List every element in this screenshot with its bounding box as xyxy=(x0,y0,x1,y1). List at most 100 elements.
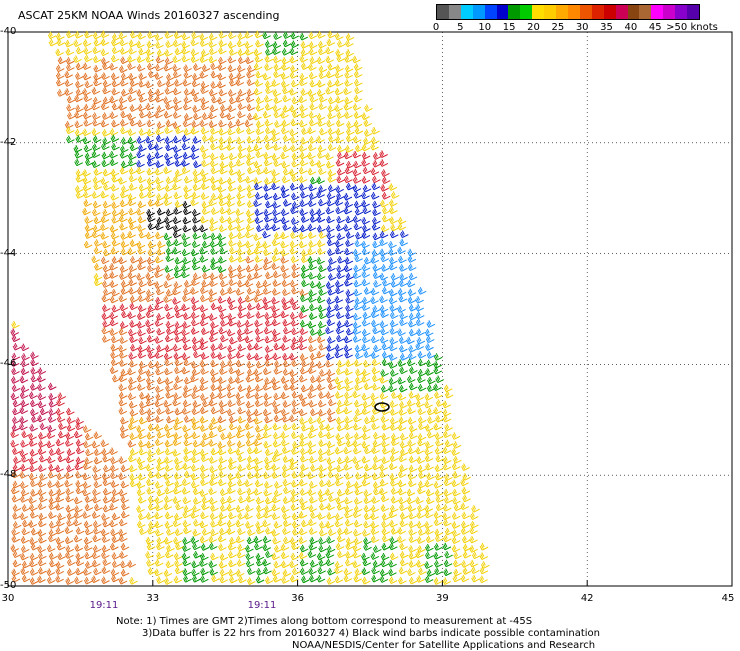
wind-barb xyxy=(263,399,273,407)
wind-barb xyxy=(172,63,181,72)
wind-barb xyxy=(336,271,345,279)
wind-barb xyxy=(227,479,237,488)
wind-barb xyxy=(417,528,427,536)
wind-barb xyxy=(290,255,300,263)
wind-barb xyxy=(316,383,326,391)
wind-barb xyxy=(325,86,334,95)
wind-barb xyxy=(119,47,129,55)
wind-barb xyxy=(118,31,128,40)
wind-barb xyxy=(262,430,272,439)
wind-barb xyxy=(217,56,227,65)
wind-barb xyxy=(281,56,291,65)
wind-barb xyxy=(271,208,281,217)
wind-barb xyxy=(262,72,272,81)
wind-barb xyxy=(102,240,111,249)
wind-barb xyxy=(271,471,281,479)
wind-barb xyxy=(155,296,164,305)
wind-barb xyxy=(227,550,237,559)
wind-barb xyxy=(156,457,166,465)
wind-barb xyxy=(327,273,337,281)
wind-barb xyxy=(102,86,111,95)
wind-barb xyxy=(325,206,335,215)
wind-barb xyxy=(181,366,190,375)
wind-barb xyxy=(217,478,227,487)
wind-barb xyxy=(156,49,166,57)
wind-barb xyxy=(326,502,335,511)
wind-barb xyxy=(353,505,363,513)
wind-barb xyxy=(65,432,75,440)
wind-barb xyxy=(56,472,66,481)
wind-barb xyxy=(380,254,390,263)
wind-barb xyxy=(299,319,309,328)
wind-barb xyxy=(110,480,120,488)
wind-barb xyxy=(173,512,183,521)
wind-barb xyxy=(308,312,318,320)
wind-barb xyxy=(280,126,290,135)
wind-barb xyxy=(64,88,73,96)
wind-barb xyxy=(280,376,290,384)
wind-barb xyxy=(291,336,301,345)
wind-barb xyxy=(407,255,417,263)
wind-barb xyxy=(397,470,407,479)
wind-barb xyxy=(246,536,256,545)
wind-barb xyxy=(255,511,265,520)
wind-barb xyxy=(155,127,164,136)
wind-barb xyxy=(11,320,20,329)
wind-barb xyxy=(74,120,83,129)
wind-barb xyxy=(200,327,210,336)
wind-barb xyxy=(317,247,326,255)
wind-barb xyxy=(118,272,128,280)
wind-barb xyxy=(254,30,264,39)
wind-barb xyxy=(209,328,219,336)
wind-barb xyxy=(209,504,219,512)
wind-barb xyxy=(262,262,272,271)
wind-barb xyxy=(371,182,381,191)
wind-barb xyxy=(442,512,451,521)
wind-barb xyxy=(101,472,111,481)
wind-barb xyxy=(227,457,237,465)
wind-barb xyxy=(352,446,362,455)
wind-barb xyxy=(174,358,183,367)
wind-barb xyxy=(199,337,208,345)
wind-barb xyxy=(352,215,362,223)
wind-barb xyxy=(29,464,38,473)
wind-barb xyxy=(381,542,391,551)
wind-barb xyxy=(307,256,317,264)
wind-barb xyxy=(218,455,227,464)
wind-barb xyxy=(263,184,272,192)
wind-barb xyxy=(308,240,317,248)
wind-barb xyxy=(253,352,263,361)
wind-barb xyxy=(406,488,416,497)
wind-barb xyxy=(255,496,265,505)
wind-barb xyxy=(298,231,308,240)
wind-barb xyxy=(273,560,283,569)
wind-barb xyxy=(262,558,271,567)
wind-barb xyxy=(307,335,317,344)
wind-barb xyxy=(318,528,328,537)
wind-barb xyxy=(164,265,173,273)
wind-barb xyxy=(334,566,343,575)
wind-barb xyxy=(272,431,282,440)
legend-swatch xyxy=(556,5,568,19)
wind-barb xyxy=(218,511,228,520)
wind-barb xyxy=(379,159,389,167)
wind-barb xyxy=(28,520,38,528)
wind-barb xyxy=(201,151,211,160)
wind-barb xyxy=(271,254,281,262)
wind-barb xyxy=(388,199,398,207)
wind-barb xyxy=(119,150,129,159)
wind-barb xyxy=(343,102,353,111)
wind-barb xyxy=(354,126,364,135)
wind-barb xyxy=(172,121,182,129)
wind-barb xyxy=(228,231,238,240)
wind-barb xyxy=(165,247,175,255)
wind-barb xyxy=(371,566,380,575)
wind-barb xyxy=(363,256,373,265)
wind-barb xyxy=(370,136,380,145)
wind-barb xyxy=(271,495,281,504)
wind-barb xyxy=(210,447,220,456)
wind-barb xyxy=(156,430,166,439)
wind-barb xyxy=(199,286,209,295)
wind-barb xyxy=(83,144,93,153)
wind-barb xyxy=(209,134,218,143)
